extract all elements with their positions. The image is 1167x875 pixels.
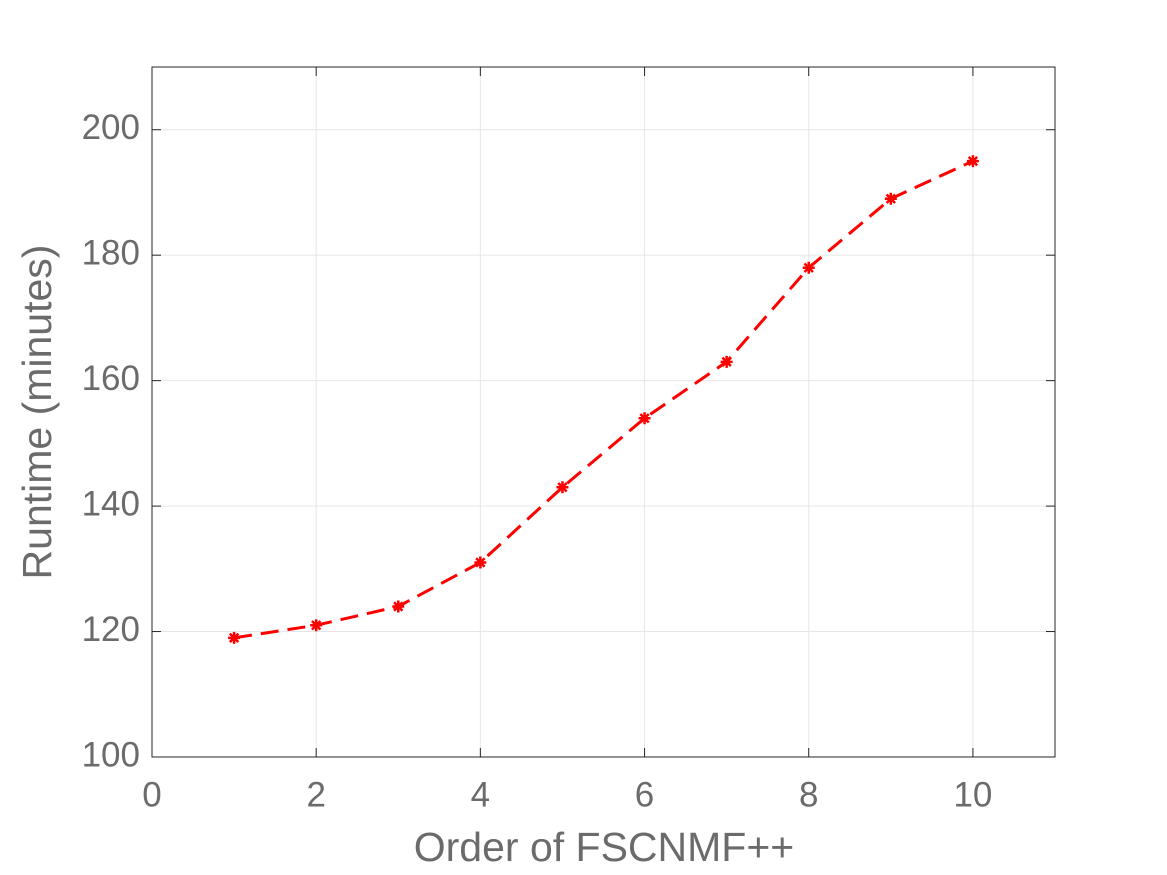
data-line	[233, 159, 974, 640]
marker	[474, 556, 487, 569]
marker	[392, 600, 405, 613]
marker	[228, 631, 241, 644]
marker	[310, 619, 323, 632]
x-tick-label: 2	[306, 775, 325, 814]
y-tick-label: 180	[82, 233, 140, 272]
marker	[556, 481, 569, 494]
y-tick-label: 100	[82, 735, 140, 774]
marker	[720, 355, 733, 368]
x-tick-label: 10	[953, 775, 992, 814]
plot-area	[152, 67, 1055, 757]
x-axis-label: Order of FSCNMF++	[414, 824, 794, 870]
marker	[884, 192, 897, 205]
y-tick-label: 160	[82, 359, 140, 398]
marker	[802, 261, 815, 274]
marker	[638, 412, 651, 425]
x-tick-label: 8	[799, 775, 818, 814]
x-tick-label: 4	[471, 775, 490, 814]
x-tick-label: 6	[635, 775, 654, 814]
marker	[966, 155, 979, 168]
x-tick-label: 0	[142, 775, 161, 814]
y-axis-label: Runtime (minutes)	[14, 245, 60, 580]
y-tick-label: 120	[82, 610, 140, 649]
y-tick-label: 200	[82, 108, 140, 147]
y-tick-label: 140	[82, 484, 140, 523]
axes-box	[151, 66, 1056, 758]
